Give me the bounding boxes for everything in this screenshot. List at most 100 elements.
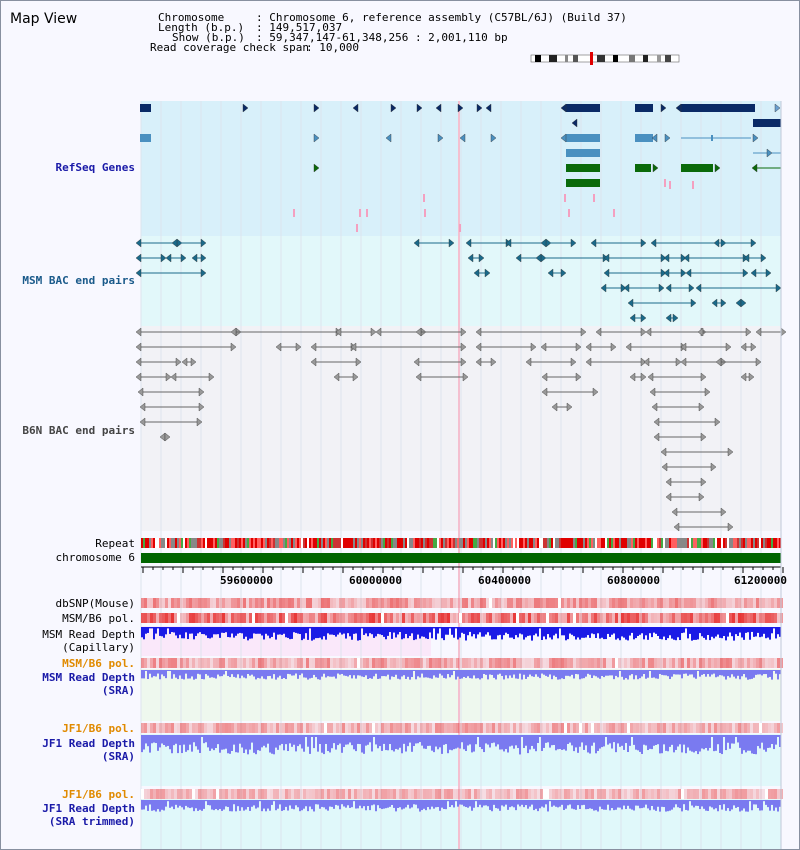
msm-depth-cap-bar — [255, 627, 257, 634]
msm-depth-sra-bar — [207, 670, 209, 676]
msm-b6-pol-sra-band — [660, 658, 663, 668]
jf1-depth-trim-bar — [395, 800, 397, 812]
jf1-depth-trim-bar — [553, 800, 555, 806]
msm-depth-sra-bar — [735, 670, 737, 679]
jf1-depth-trim-bar — [519, 800, 521, 807]
jf1-b6-pol-band — [627, 723, 630, 733]
msm-b6-pol-sra-band — [297, 658, 300, 668]
jf1-depth-sra-bar — [763, 735, 765, 750]
jf1-b6-pol-band — [492, 723, 495, 733]
jf1-b6-pol-trim-band — [756, 789, 759, 799]
dbsnp-band — [519, 598, 522, 608]
jf1-b6-pol-trim-band — [234, 789, 237, 799]
msm-depth-cap-bar — [247, 627, 249, 641]
msm-b6-pol-sra-band — [420, 658, 423, 668]
jf1-depth-trim-bar — [353, 800, 355, 802]
msm-b6-pol-sra-band — [438, 658, 441, 668]
msm-depth-sra-bar — [425, 670, 427, 678]
repeat-feature — [233, 538, 235, 548]
msm-depth-sra-bar — [653, 670, 655, 678]
msm-b6-pol-sra-band — [630, 658, 633, 668]
dbsnp-band — [738, 598, 741, 608]
msm-depth-sra-bar — [607, 670, 609, 676]
axis-tick-label: 61200000 — [734, 574, 787, 587]
msm-depth-cap-bar — [289, 627, 291, 640]
msm-depth-cap-bar — [169, 627, 171, 634]
msm-b6-pol-sra-band — [444, 658, 447, 668]
repeat-feature — [197, 538, 199, 548]
msm-b6-pol-band — [678, 613, 681, 623]
jf1-b6-pol-trim-band — [621, 789, 624, 799]
jf1-b6-pol-trim-band — [147, 789, 150, 799]
repeat-feature — [315, 538, 317, 548]
gene-feature — [435, 103, 442, 113]
jf1-b6-pol-band — [594, 723, 597, 733]
dbsnp-band — [330, 598, 333, 608]
msm-depth-cap-bar — [653, 627, 655, 633]
jf1-b6-pol-band — [417, 723, 420, 733]
b6n-bac-end — [333, 372, 340, 382]
b6n-bac-end — [715, 357, 722, 367]
msm-depth-sra-bar — [647, 670, 649, 678]
jf1-b6-pol-trim-band — [522, 789, 525, 799]
repeat-feature — [643, 538, 645, 548]
msm-depth-sra-bar — [777, 670, 779, 680]
msm-b6-pol-band — [372, 613, 375, 623]
jf1-b6-pol-trim-band — [405, 789, 408, 799]
dbsnp-band — [618, 598, 621, 608]
msm-b6-pol-band — [753, 613, 756, 623]
b6n-bac-end — [208, 372, 215, 382]
jf1-depth-trim-bar — [735, 800, 737, 808]
jf1-depth-trim-bar — [693, 800, 695, 808]
jf1-b6-pol-trim-band — [456, 789, 459, 799]
jf1-b6-pol-band — [330, 723, 333, 733]
msm-depth-sra-bar — [353, 670, 355, 676]
msm-b6-pol-sra-band — [387, 658, 390, 668]
jf1-depth-sra-bar — [765, 735, 767, 752]
repeat-feature — [431, 538, 433, 548]
repeat-feature — [407, 538, 409, 548]
msm-b6-pol-sra-band — [225, 658, 228, 668]
jf1-b6-pol-trim-band — [651, 789, 654, 799]
msm-b6-pol-sra-band — [360, 658, 363, 668]
jf1-b6-pol-trim-band — [483, 789, 486, 799]
repeat-feature — [333, 538, 335, 548]
msm-depth-sra-bar — [527, 670, 529, 677]
jf1-depth-sra-bar — [141, 735, 143, 753]
repeat-feature — [679, 538, 681, 548]
msm-b6-pol-band — [384, 613, 387, 623]
jf1-depth-trim-bar — [415, 800, 417, 805]
repeat-feature — [271, 538, 273, 548]
jf1-depth-trim-bar — [525, 800, 527, 806]
msm-b6-pol-sra-band — [237, 658, 240, 668]
repeat-feature — [185, 538, 187, 548]
dbsnp-band — [354, 598, 357, 608]
msm-depth-sra-bar — [577, 670, 579, 675]
msm-b6-pol-sra-band — [270, 658, 273, 668]
msm-depth-sra-bar — [497, 670, 499, 675]
jf1-depth-trim-bar — [173, 800, 175, 810]
jf1-depth-trim-bar — [435, 800, 437, 808]
gene-exon — [711, 135, 713, 141]
jf1-depth-sra-bar — [581, 735, 583, 743]
msm-depth-cap-bar — [739, 627, 741, 633]
jf1-depth-sra-bar — [713, 735, 715, 752]
repeat-feature — [283, 538, 285, 548]
msm-b6-pol-sra-band — [177, 658, 180, 668]
b6n-bac-label: B6N BAC end pairs — [22, 424, 135, 437]
jf1-b6-pol-trim-band — [654, 789, 657, 799]
msm-b6-pol-sra-band — [318, 658, 321, 668]
jf1-b6-pol-trim-band — [207, 789, 210, 799]
msm-b6-pol-band — [648, 613, 651, 623]
jf1-depth-trim-bar — [279, 800, 281, 805]
jf1-depth-sra-bar — [321, 735, 323, 753]
msm-depth-cap-bar — [451, 627, 453, 635]
b6n-bac-end — [700, 477, 707, 487]
msm-depth-sra-bar — [273, 670, 275, 675]
repeat-feature — [619, 538, 621, 548]
ideogram-band — [629, 55, 635, 62]
msm-b6-pol-sra-band — [405, 658, 408, 668]
repeat-feature — [363, 538, 365, 548]
msm-depth-sra-bar — [233, 670, 235, 677]
